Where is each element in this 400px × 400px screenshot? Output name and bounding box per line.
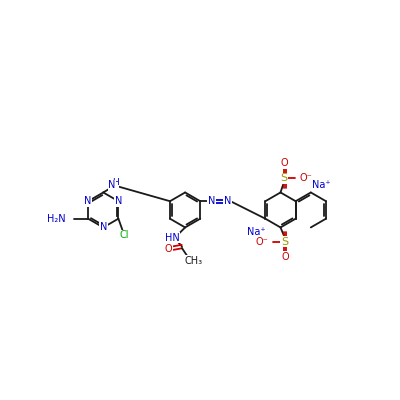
Text: O: O [165, 244, 172, 254]
Text: N: N [115, 196, 122, 206]
Text: HN: HN [165, 233, 180, 243]
Text: O: O [282, 252, 289, 262]
Text: O: O [281, 158, 288, 168]
Text: H₂N: H₂N [47, 214, 66, 224]
Text: N: N [224, 196, 231, 206]
Text: Cl: Cl [119, 230, 129, 240]
Text: S: S [280, 173, 287, 183]
Text: N: N [108, 180, 116, 190]
Text: N: N [100, 222, 107, 232]
Text: Na⁺: Na⁺ [247, 227, 266, 237]
Text: N: N [208, 196, 215, 206]
Text: CH₃: CH₃ [185, 256, 203, 266]
Text: N: N [84, 196, 92, 206]
Text: Na⁺: Na⁺ [312, 180, 331, 190]
Text: O⁻: O⁻ [256, 237, 268, 247]
Text: S: S [281, 237, 288, 247]
Text: O⁻: O⁻ [300, 173, 312, 183]
Text: H: H [112, 178, 118, 188]
